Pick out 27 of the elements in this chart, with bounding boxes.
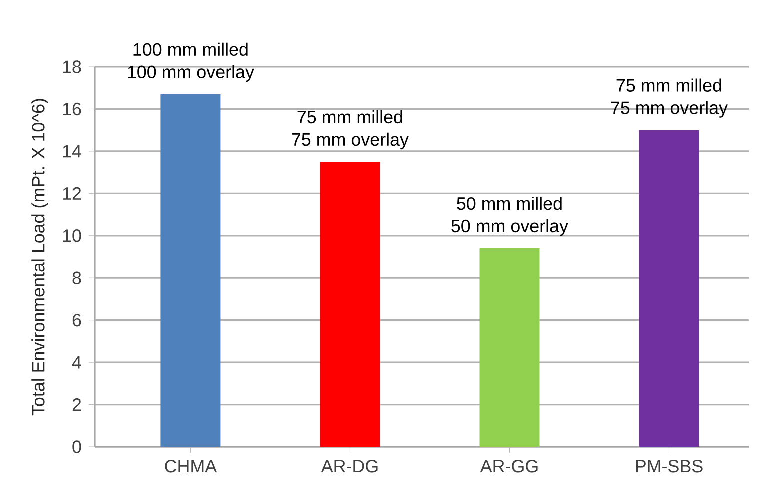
y-tick-label: 12 [63,187,82,200]
annotation: 75 mm overlay [611,101,728,118]
y-axis-title: Total Environmental Load (mPt. X 10^6) [32,99,48,416]
y-tick-label: 6 [72,314,82,327]
y-tick-label: 4 [72,356,82,369]
annotation: 75 mm milled [298,110,402,124]
annotation: 50 mm milled [457,196,562,210]
x-tick-label: CHMA [165,460,218,473]
annotation: 75 mm milled [616,78,722,92]
y-tick-label: 14 [63,145,82,158]
x-tick-label: AR-GG [480,460,538,473]
y-tick-label: 2 [72,398,82,412]
y-tick-label: 16 [63,102,82,116]
bar [160,94,221,447]
bar [320,162,380,447]
bar [639,130,700,447]
annotation: 100 mm overlay [128,65,254,82]
y-tick-label: 10 [63,230,82,242]
y-tick-label: 0 [72,440,82,454]
annotation: 75 mm overlay [292,132,409,150]
annotation: 50 mm overlay [452,219,568,236]
annotation: 100 mm milled [134,42,248,56]
bar [480,248,540,447]
x-tick-label: AR-DG [321,460,378,473]
y-tick-label: 8 [72,272,82,284]
y-tick-label: 18 [63,60,82,74]
x-tick-label: PM-SBS [636,460,703,473]
